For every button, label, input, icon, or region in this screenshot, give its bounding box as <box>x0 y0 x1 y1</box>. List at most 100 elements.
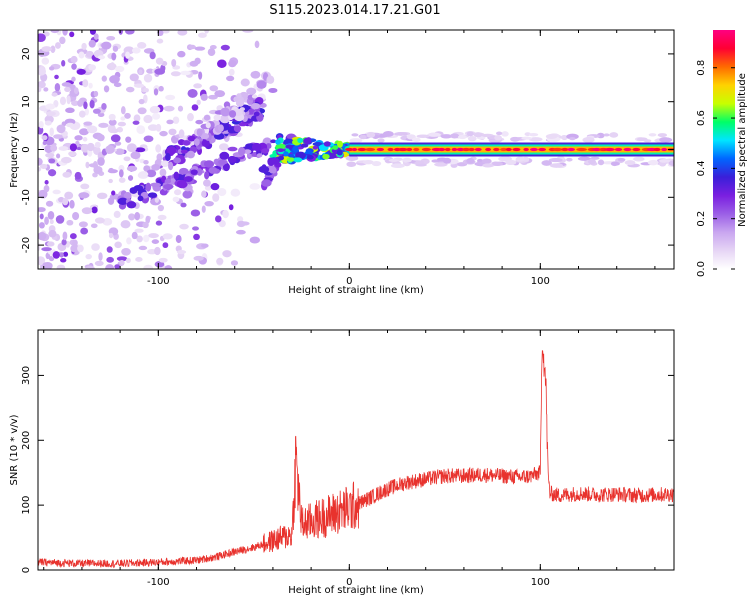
heatmap-cell <box>56 264 66 269</box>
heatmap-cell <box>538 147 547 152</box>
heatmap-cell <box>345 155 359 162</box>
snr-background <box>38 330 674 570</box>
heatmap-cell <box>345 147 354 152</box>
heatmap-cell <box>166 119 174 125</box>
heatmap-cell <box>94 141 101 148</box>
heatmap-cell <box>61 239 67 246</box>
heatmap-cell <box>201 190 207 198</box>
heatmap-cell <box>560 135 568 140</box>
heatmap-cell <box>150 182 162 188</box>
heatmap-cell <box>200 132 210 140</box>
heatmap-cell <box>156 38 164 44</box>
heatmap-cell <box>45 103 56 110</box>
heatmap-cell <box>65 122 75 128</box>
spectrogram-y-tick-label: 20 <box>21 48 32 61</box>
heatmap-cell <box>146 68 155 74</box>
heatmap-cell <box>187 88 198 98</box>
heatmap-cell <box>366 131 376 138</box>
spectrogram-xlabel: Height of straight line (km) <box>288 285 424 296</box>
heatmap-cell <box>266 75 275 84</box>
heatmap-cell <box>275 139 281 145</box>
heatmap-cell <box>88 64 97 71</box>
heatmap-cell <box>268 87 278 93</box>
heatmap-cell <box>491 161 500 166</box>
heatmap-cell <box>227 146 238 152</box>
heatmap-cell <box>193 255 204 261</box>
snr-x-tick-label: 100 <box>531 577 550 588</box>
heatmap-cell <box>180 149 188 154</box>
heatmap-cell <box>70 55 78 64</box>
heatmap-cell <box>201 139 210 148</box>
heatmap-cell <box>132 120 140 125</box>
heatmap-cell <box>515 156 525 162</box>
heatmap-cell <box>406 147 413 152</box>
heatmap-cell <box>101 41 112 50</box>
heatmap-cell <box>510 136 521 142</box>
heatmap-cell <box>240 78 250 87</box>
heatmap-cell <box>254 40 260 49</box>
heatmap-cell <box>227 155 237 163</box>
heatmap-cell <box>66 95 71 105</box>
colorbar-tick-label: 0.4 <box>696 160 707 176</box>
heatmap-cell <box>402 157 412 163</box>
heatmap-cell <box>134 228 144 233</box>
heatmap-cell <box>41 247 52 252</box>
heatmap-cell <box>411 137 421 143</box>
heatmap-cell <box>413 147 420 152</box>
heatmap-cell <box>114 241 122 249</box>
heatmap-cell <box>162 30 170 34</box>
heatmap-cell <box>614 147 623 152</box>
heatmap-cell <box>170 71 181 77</box>
heatmap-cell <box>569 137 576 141</box>
heatmap-cell <box>377 138 385 143</box>
heatmap-cell <box>237 146 246 156</box>
heatmap-cell <box>207 48 216 56</box>
heatmap-cell <box>147 192 157 199</box>
heatmap-cell <box>268 158 280 165</box>
heatmap-cell <box>98 252 103 261</box>
heatmap-cell <box>72 211 80 221</box>
heatmap-cell <box>193 233 200 241</box>
heatmap-cell <box>303 137 312 145</box>
heatmap-cell <box>133 83 145 88</box>
heatmap-cell <box>48 158 56 164</box>
heatmap-cell <box>394 132 408 136</box>
heatmap-cell <box>270 139 277 144</box>
heatmap-cell <box>125 257 131 264</box>
heatmap-cell <box>230 188 241 197</box>
heatmap-cell <box>643 139 652 143</box>
heatmap-cell <box>130 151 141 160</box>
heatmap-cell <box>204 30 210 34</box>
heatmap-cell <box>85 50 94 58</box>
heatmap-cell <box>54 74 59 80</box>
heatmap-cell <box>109 75 120 84</box>
heatmap-cell <box>117 197 129 205</box>
heatmap-cell <box>107 197 115 205</box>
colorbar: 0.0 0.2 0.4 0.6 0.8 Normalized spectral ampl… <box>696 30 748 277</box>
heatmap-cell <box>230 260 239 266</box>
heatmap-cell <box>450 133 460 139</box>
heatmap-cell <box>158 85 164 92</box>
heatmap-cell <box>118 169 124 178</box>
heatmap-cell <box>249 236 261 244</box>
heatmap-cell <box>227 126 235 134</box>
heatmap-cell <box>566 157 573 162</box>
snr-xlabel: Height of straight line (km) <box>288 585 424 596</box>
heatmap-cell <box>175 234 182 244</box>
heatmap-cell <box>172 116 180 124</box>
heatmap-cell <box>123 156 131 162</box>
heatmap-cell <box>61 60 66 67</box>
heatmap-cell <box>135 257 143 262</box>
heatmap-cell <box>529 147 538 152</box>
heatmap-cell <box>387 147 394 152</box>
heatmap-cell <box>134 147 146 153</box>
heatmap-cell <box>92 172 98 178</box>
heatmap-cell <box>440 134 453 139</box>
heatmap-cell <box>179 223 189 230</box>
heatmap-cell <box>162 242 169 249</box>
heatmap-cell <box>63 251 69 257</box>
heatmap-cell <box>462 147 471 152</box>
heatmap-cell <box>323 141 331 147</box>
heatmap-cell <box>59 252 64 258</box>
